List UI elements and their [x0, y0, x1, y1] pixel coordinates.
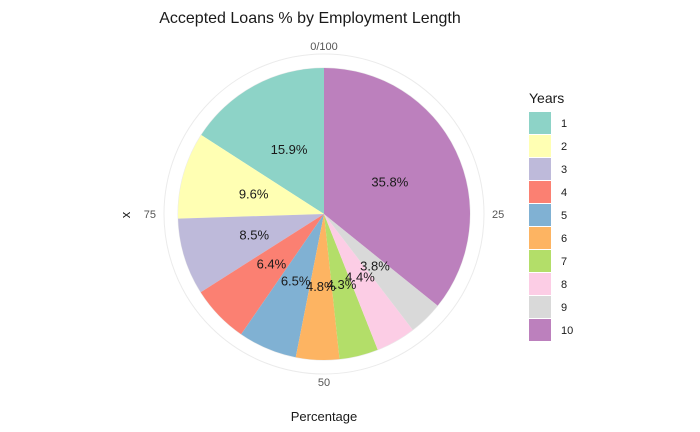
- slice-label-10: 35.8%: [371, 175, 408, 190]
- legend-label-7: 7: [561, 256, 567, 268]
- pie-slice-3: [178, 214, 324, 293]
- slice-label-3: 8.5%: [239, 227, 269, 242]
- y-axis-title: x: [118, 211, 133, 218]
- legend-swatch-5: [529, 204, 551, 226]
- theta-tick-labels: 0/100 25 50 75: [144, 41, 505, 389]
- slice-label-5: 6.5%: [281, 273, 311, 288]
- pie-slice-9: [324, 214, 438, 330]
- legend-swatch-2: [529, 135, 551, 157]
- slice-label-7: 4.3%: [327, 277, 357, 292]
- x-axis-title: Percentage: [291, 409, 358, 424]
- legend-label-1: 1: [561, 118, 567, 130]
- slice-label-8: 4.4%: [345, 270, 375, 285]
- theta-tick-3: 75: [144, 209, 156, 221]
- pie-slice-4: [200, 214, 324, 335]
- legend-swatch-10: [529, 319, 551, 341]
- legend-label-4: 4: [561, 187, 567, 199]
- pie-slice-6: [295, 214, 340, 360]
- slice-label-9: 3.8%: [360, 258, 390, 273]
- legend-label-9: 9: [561, 302, 567, 314]
- chart-title: Accepted Loans % by Employment Length: [159, 10, 461, 27]
- legend-label-2: 2: [561, 141, 567, 153]
- pie-slice-8: [324, 214, 413, 350]
- legend-label-8: 8: [561, 279, 567, 291]
- slice-label-6: 4.8%: [306, 279, 336, 294]
- slice-label-1: 15.9%: [271, 142, 308, 157]
- legend-swatch-3: [529, 158, 551, 180]
- slice-label-4: 6.4%: [257, 257, 287, 272]
- legend-swatch-8: [529, 273, 551, 295]
- legend-label-3: 3: [561, 164, 567, 176]
- pie-slice-7: [324, 214, 378, 360]
- legend-title: Years: [529, 90, 564, 106]
- legend: Years 1 2 3 4 5 6 7 8 9 10: [529, 90, 573, 341]
- legend-label-5: 5: [561, 210, 567, 222]
- legend-swatch-7: [529, 250, 551, 272]
- pie-slice-labels: 15.9% 9.6% 8.5% 6.4%6.5%4.8%4.3%4.4%3.8% 35.…: [239, 142, 409, 294]
- pie-slice-2: [178, 134, 324, 219]
- pie-slice-1: [201, 68, 324, 214]
- legend-swatch-4: [529, 181, 551, 203]
- legend-label-6: 6: [561, 233, 567, 245]
- pie-slices: [178, 68, 471, 360]
- pie-slice-5: [241, 214, 324, 358]
- legend-swatch-1: [529, 112, 551, 134]
- theta-tick-2: 50: [318, 377, 330, 389]
- slice-label-2: 9.6%: [239, 187, 269, 202]
- theta-tick-1: 25: [492, 209, 504, 221]
- legend-swatch-6: [529, 227, 551, 249]
- pie-slice-10: [324, 68, 471, 306]
- legend-label-10: 10: [561, 325, 573, 337]
- theta-tick-0: 0/100: [310, 41, 338, 53]
- legend-swatch-9: [529, 296, 551, 318]
- grid-circle-4: [163, 53, 485, 375]
